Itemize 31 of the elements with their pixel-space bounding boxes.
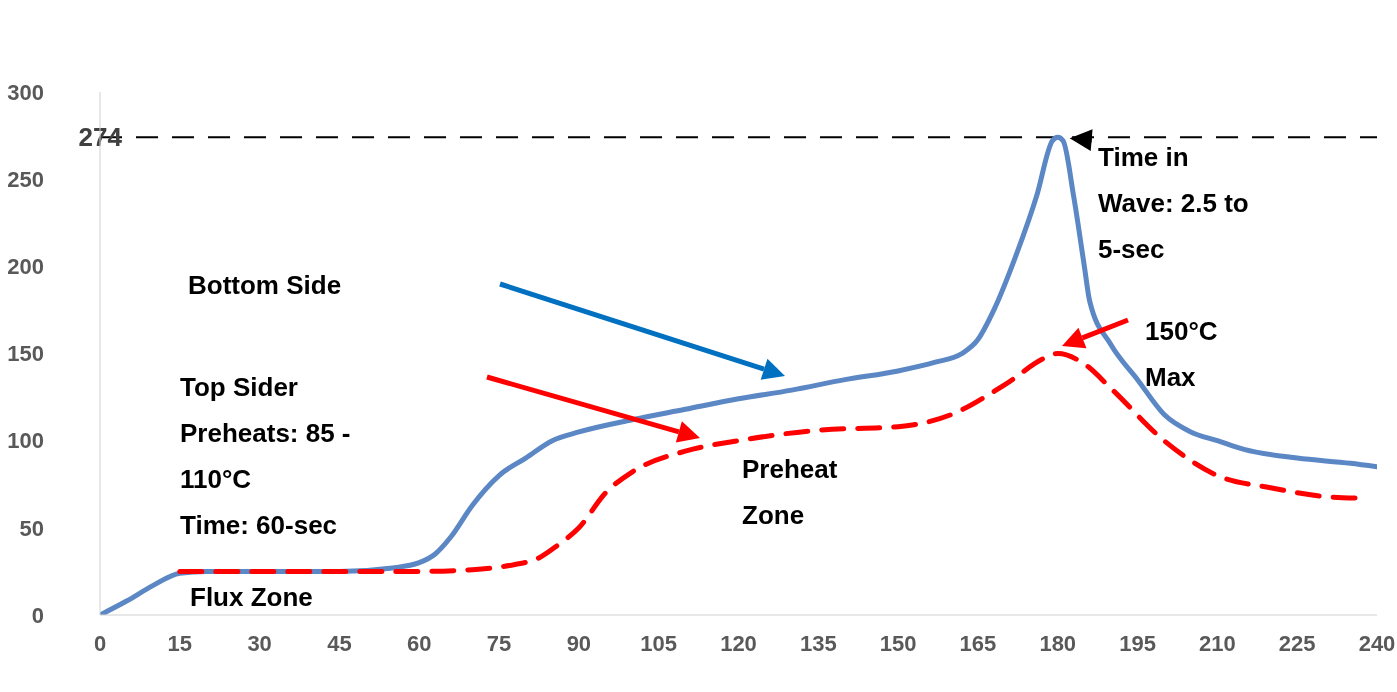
x-tick-label: 165	[959, 630, 997, 656]
y-tick-label: 0	[31, 602, 44, 628]
x-tick-label: 135	[799, 630, 837, 656]
y-tick-label: 100	[7, 428, 44, 454]
x-tick-label: 195	[1119, 630, 1156, 656]
y-tick-label: 200	[7, 254, 44, 280]
annotation: Flux Zone	[190, 582, 313, 612]
x-tick-label: 225	[1278, 630, 1316, 656]
x-tick-label: 45	[327, 630, 352, 656]
x-tick-label: 0	[93, 630, 107, 656]
y-tick-label: 50	[19, 515, 44, 541]
y-tick-label: 250	[7, 166, 44, 192]
x-tick-label: 30	[247, 630, 272, 656]
x-tick-label: 120	[720, 630, 757, 656]
x-tick-label: 75	[486, 630, 512, 656]
annotation: 150°C Max	[1145, 316, 1218, 392]
annotation: Time in Wave: 2.5 to 5-sec	[1098, 142, 1249, 264]
x-tick-label: 15	[167, 630, 193, 656]
y-tick-label: 300	[7, 79, 44, 105]
annotation: Bottom Side	[188, 270, 342, 300]
x-tick-label: 180	[1039, 630, 1077, 656]
x-tick-label: 105	[640, 630, 678, 656]
annotation: Top Sider Preheats: 85 - 110°C Time: 60-sec	[180, 372, 351, 540]
ref-line-label: 274	[78, 122, 123, 153]
x-tick-label: 90	[566, 630, 592, 656]
y-tick-label: 150	[7, 341, 44, 367]
x-tick-label: 240	[1358, 630, 1396, 656]
x-tick-label: 60	[407, 630, 432, 656]
x-tick-label: 210	[1199, 630, 1236, 656]
annotation: Preheat Zone	[742, 454, 838, 530]
x-tick-label: 150	[879, 630, 917, 656]
